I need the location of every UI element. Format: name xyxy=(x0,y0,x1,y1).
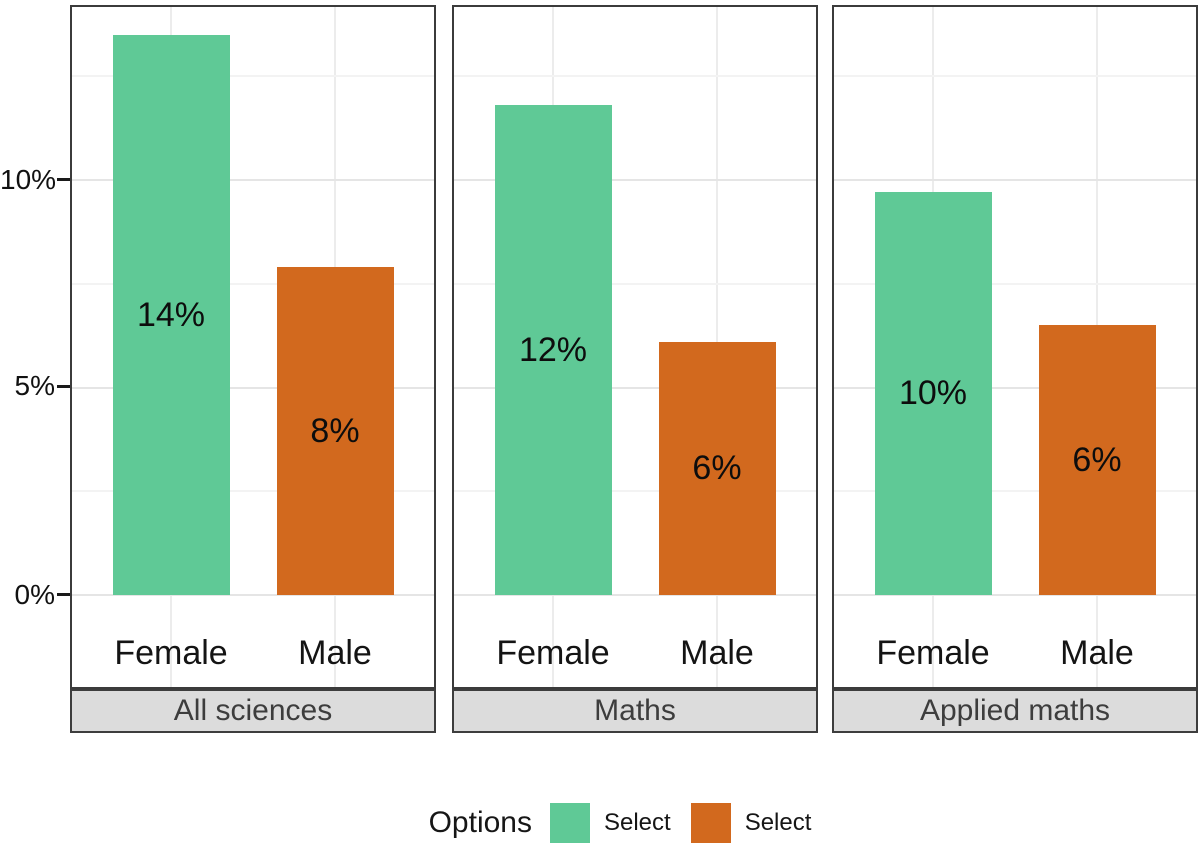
bar-value-label: 12% xyxy=(518,330,588,369)
bar-value-label: 6% xyxy=(692,449,742,487)
gridline-major xyxy=(72,179,434,181)
plot-area: Female Male 12% 6% xyxy=(454,7,816,687)
bar-female: 12% xyxy=(494,105,612,595)
legend-swatch-green xyxy=(549,803,590,843)
facet-strip: All sciences xyxy=(70,689,436,733)
legend-entry: Select xyxy=(549,803,671,843)
bar-male: 8% xyxy=(276,267,394,595)
plot-area: Female Male 10% 6% xyxy=(834,7,1196,687)
category-label: Male xyxy=(680,634,754,672)
facet-panel: Female Male 14% 8% xyxy=(70,5,436,689)
gridline-major xyxy=(834,179,1196,181)
gridline-minor xyxy=(72,490,434,492)
facet-panel: Female Male 12% 6% xyxy=(452,5,818,689)
legend: Options Select Select xyxy=(20,803,1200,843)
gridline-major xyxy=(72,594,434,596)
category-label: Female xyxy=(114,634,228,672)
legend-entry: Select xyxy=(690,803,812,843)
gridline-minor xyxy=(72,75,434,77)
gridline-major xyxy=(454,387,816,389)
legend-entry-label: Select xyxy=(744,809,812,836)
gridline-minor xyxy=(834,283,1196,285)
facet-strip: Applied maths xyxy=(832,689,1198,733)
bar-value-label: 10% xyxy=(898,374,968,412)
bar-female: 10% xyxy=(874,192,992,595)
bar-value-label: 14% xyxy=(136,295,206,334)
y-axis-tick-mark xyxy=(57,593,70,596)
gridline-major xyxy=(454,179,816,181)
y-axis-tick-label: 5% xyxy=(14,370,55,401)
category-label: Male xyxy=(1060,634,1134,672)
gridline-major xyxy=(72,387,434,389)
category-label: Female xyxy=(496,634,610,672)
plot-area: Female Male 14% 8% xyxy=(72,7,434,687)
gridline-major xyxy=(834,387,1196,389)
gridline-major xyxy=(834,594,1196,596)
bar-value-label: 6% xyxy=(1072,440,1122,479)
gridline-minor xyxy=(454,283,816,285)
category-label: Male xyxy=(298,634,372,672)
bar-male: 6% xyxy=(658,342,776,595)
legend-entry-label: Select xyxy=(603,809,671,836)
y-axis-tick-mark xyxy=(57,385,70,388)
gridline-minor xyxy=(72,283,434,285)
legend-swatch-orange xyxy=(690,803,731,843)
facet-strip: Maths xyxy=(452,689,818,733)
y-axis-tick-label: 0% xyxy=(14,579,55,610)
gridline-major xyxy=(454,594,816,596)
bar-male: 6% xyxy=(1038,325,1156,595)
gridline-minor xyxy=(454,75,816,77)
y-axis-tick-mark xyxy=(57,178,70,181)
bar-female: 14% xyxy=(112,35,230,595)
bar-value-label: 8% xyxy=(310,411,360,450)
gridline-minor xyxy=(834,490,1196,492)
legend-title: Options xyxy=(428,806,532,839)
facet-panel: Female Male 10% 6% xyxy=(832,5,1198,689)
gridline-minor xyxy=(454,490,816,492)
category-label: Female xyxy=(876,634,990,672)
gridline-minor xyxy=(834,75,1196,77)
y-axis-tick-label: 10% xyxy=(0,164,57,195)
